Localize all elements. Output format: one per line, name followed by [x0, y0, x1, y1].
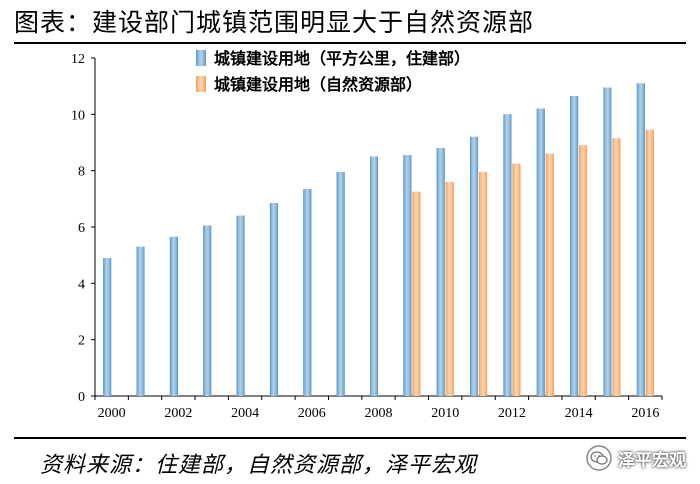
- bar-shading: [579, 145, 588, 396]
- y-tick-label: 4: [78, 277, 85, 292]
- source-note: 资料来源：住建部，自然资源部，泽平宏观: [40, 453, 478, 478]
- bar-shading: [470, 136, 479, 396]
- bar-shading: [603, 87, 612, 396]
- bar-shading: [503, 114, 512, 396]
- y-tick-label: 10: [71, 108, 85, 123]
- title-divider: [14, 42, 686, 44]
- y-tick-label: 0: [78, 390, 85, 405]
- brand-badge: 泽平宏观: [586, 442, 686, 474]
- bar-shading: [536, 108, 545, 396]
- bar-shading: [303, 188, 312, 396]
- y-tick-label: 2: [78, 334, 85, 349]
- bar-shading: [479, 172, 488, 396]
- x-tick-label: 2008: [365, 406, 393, 421]
- bar-shading: [203, 225, 212, 396]
- legend-label: 城镇建设用地（自然资源部）: [214, 75, 422, 94]
- bar-shading: [570, 96, 579, 397]
- bar-shading: [545, 153, 554, 396]
- bar-shading: [403, 155, 412, 396]
- bar-shading: [169, 236, 178, 396]
- x-tick-label: 2014: [565, 406, 593, 421]
- chart-title: 图表：建设部门城镇范围明显大于自然资源部: [14, 8, 535, 37]
- bar-shading: [445, 181, 454, 396]
- bar-shading: [103, 257, 112, 396]
- bar-shading: [645, 129, 654, 396]
- bar-shading: [512, 163, 521, 396]
- y-tick-label: 8: [78, 165, 85, 180]
- x-tick-label: 2004: [231, 406, 259, 421]
- bar-chart: 0 2 4 6 8 10 12 2000 2002 2004 2006 2008 2010 2012 201…: [71, 49, 663, 421]
- bar-shading: [370, 156, 378, 396]
- x-tick-label: 2006: [298, 406, 326, 421]
- bar-shading: [336, 172, 345, 396]
- bar-shading: [612, 138, 621, 396]
- footer-divider: [14, 437, 686, 439]
- chart-bars: [103, 83, 654, 397]
- x-tick-label: 2000: [98, 406, 126, 421]
- y-tick-label: 12: [71, 52, 85, 67]
- bar-shading: [136, 246, 145, 396]
- x-tick-label: 2002: [164, 406, 192, 421]
- chart-legend: 城镇建设用地（平方公里，住建部） 城镇建设用地（自然资源部）: [196, 49, 470, 94]
- bar-shading: [412, 191, 421, 396]
- chart-axes: 0 2 4 6 8 10 12 2000 2002 2004 2006 2008 2010 2012 201…: [71, 52, 663, 421]
- bar-shading: [636, 83, 645, 396]
- legend-swatch-shading: [196, 50, 206, 66]
- y-tick-label: 6: [78, 221, 85, 236]
- legend-label: 城镇建设用地（平方公里，住建部）: [214, 49, 470, 68]
- x-tick-label: 2012: [498, 406, 526, 421]
- bar-shading: [236, 215, 245, 396]
- brand-name: 泽平宏观: [618, 450, 686, 471]
- bar-shading: [269, 203, 278, 396]
- x-tick-label: 2016: [631, 406, 659, 421]
- wechat-bubble-icon: [586, 445, 612, 471]
- x-tick-label: 2010: [431, 406, 459, 421]
- legend-swatch-shading: [196, 76, 206, 92]
- bar-shading: [436, 148, 445, 396]
